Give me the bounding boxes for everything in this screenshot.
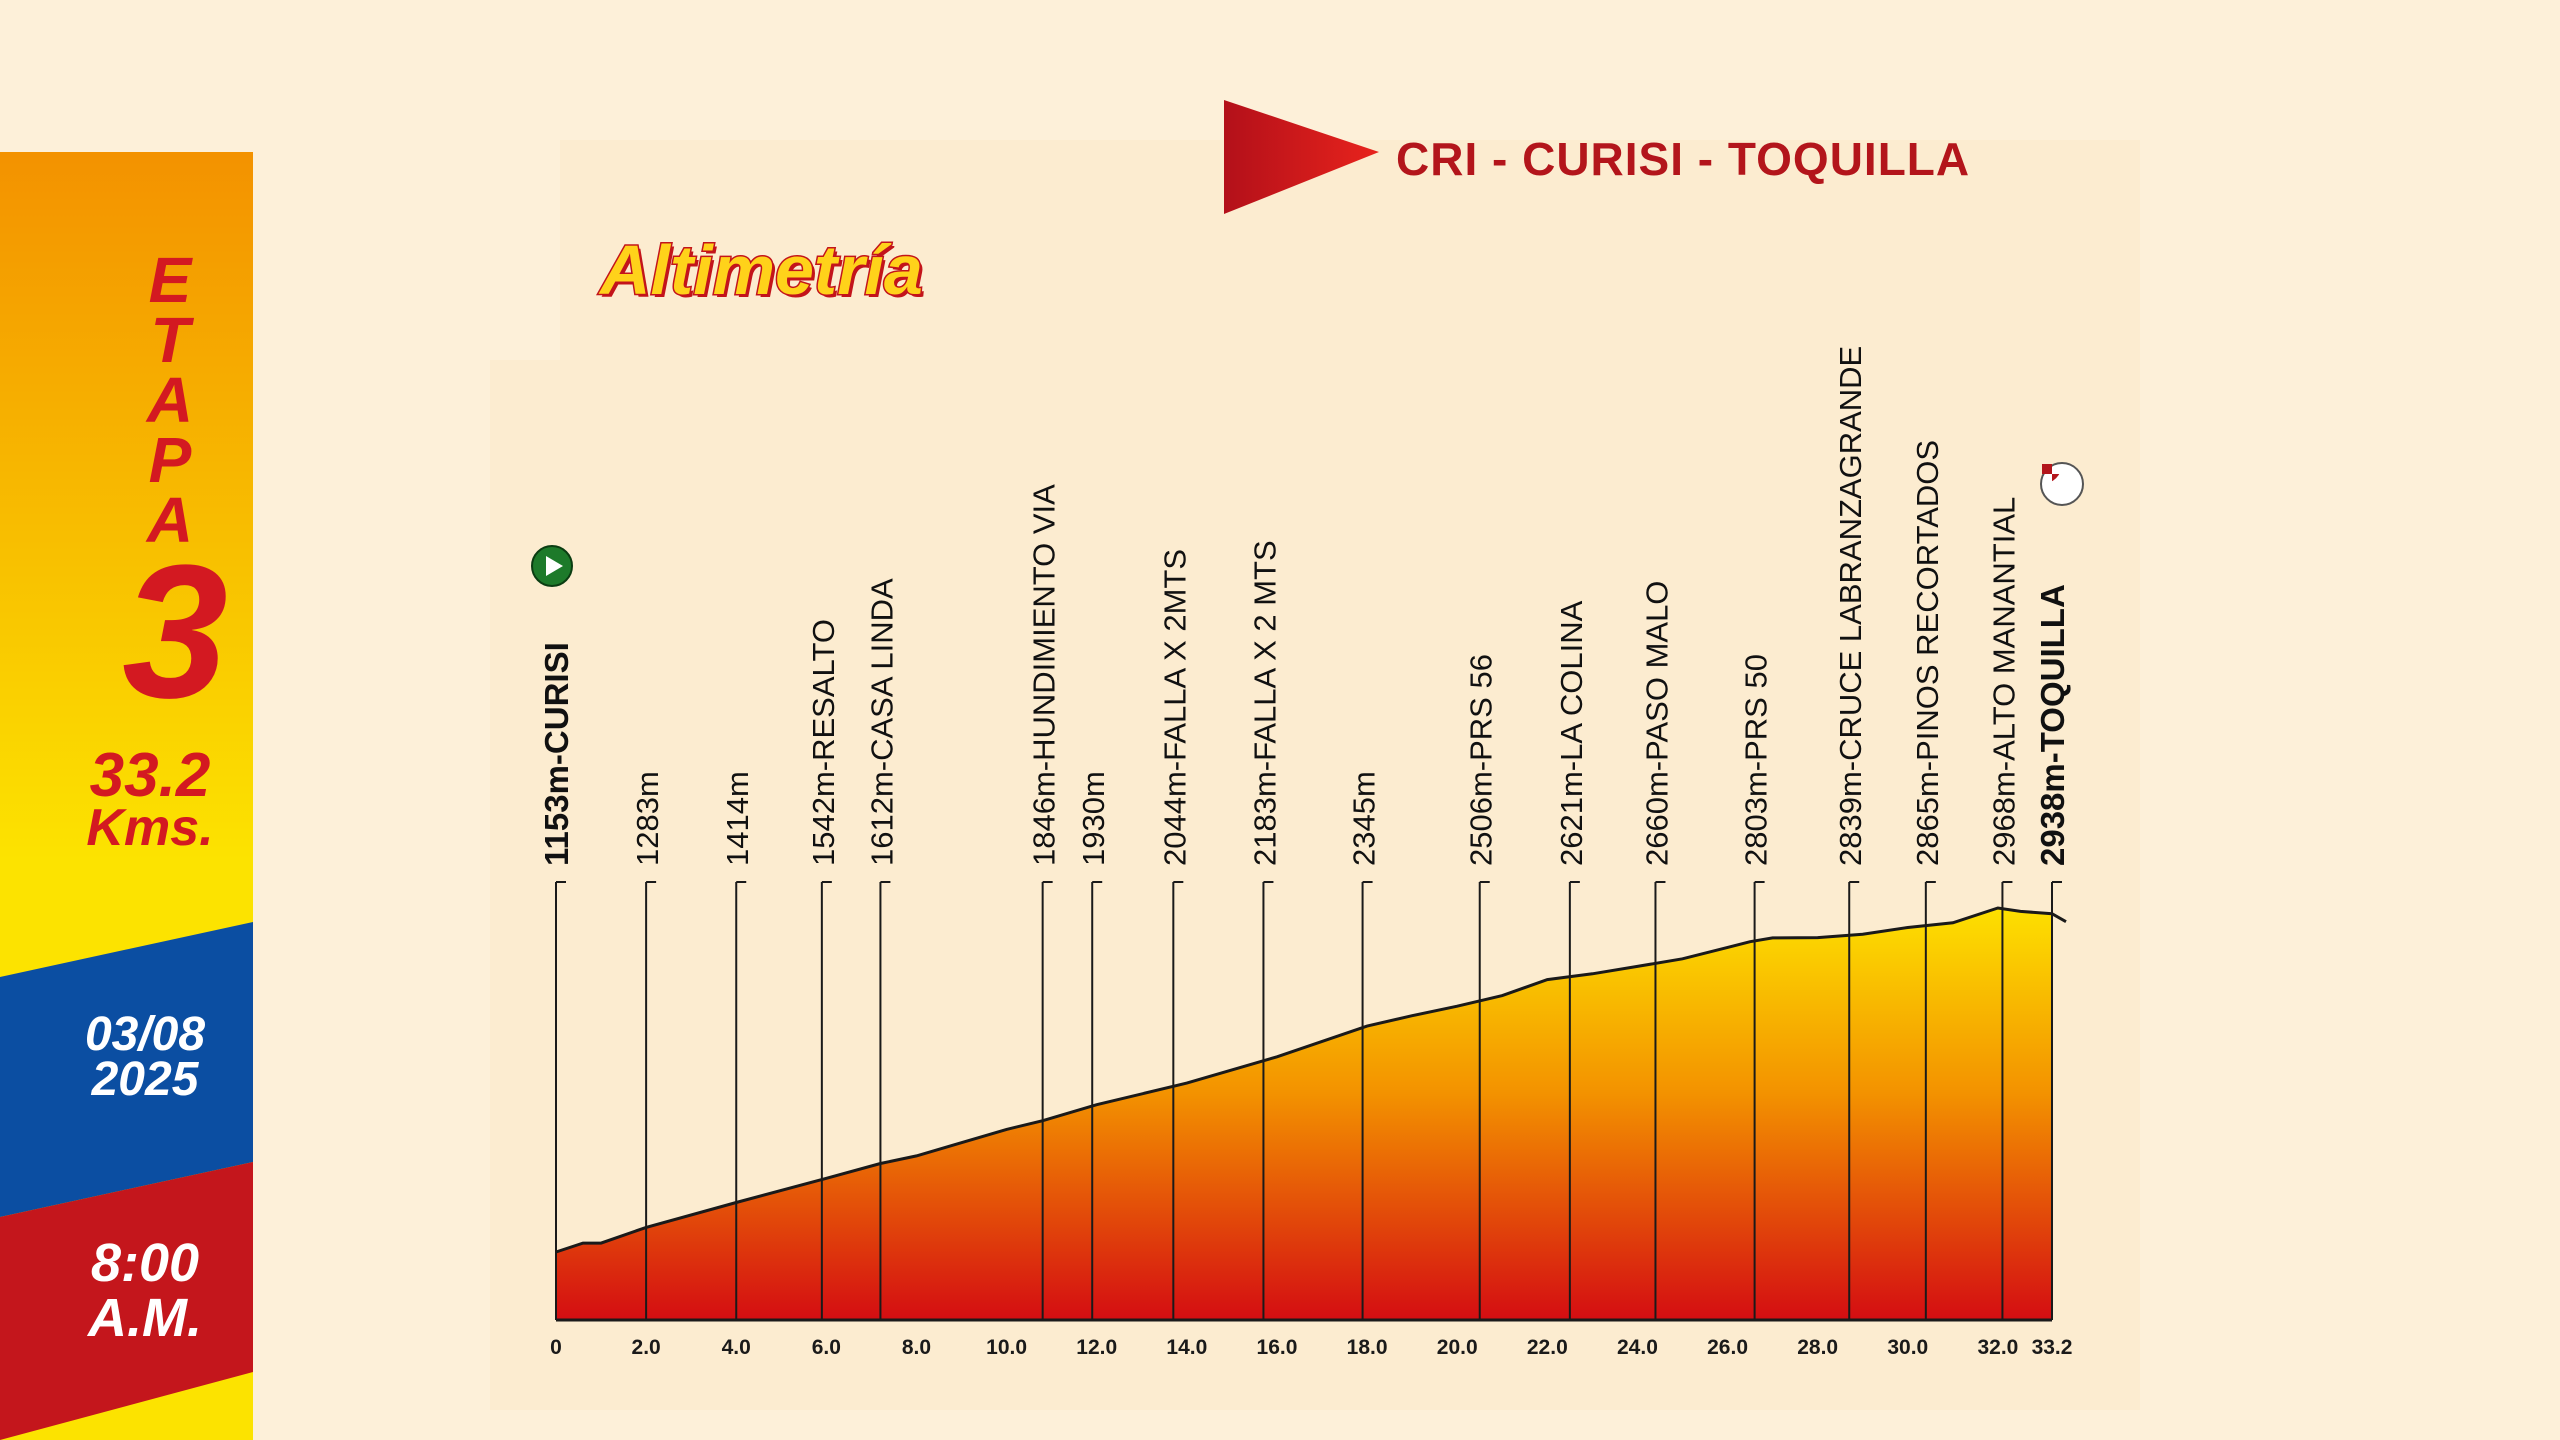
pennant-flag-icon (1224, 100, 1379, 214)
waypoint-label: 1612m-CASA LINDA (864, 578, 899, 866)
x-axis-group: 0 2.0 4.0 6.0 8.0 10.0 12.0 14.0 16.0 18.0 20.0 22.… (550, 1336, 2072, 1359)
waypoint: 1283m (630, 771, 665, 1320)
x-tick-label: 26.0 (1707, 1336, 1748, 1359)
x-tick-label: 2.0 (632, 1336, 661, 1359)
elevation-area (556, 908, 2052, 1320)
x-tick-label: 32.0 (1977, 1336, 2018, 1359)
x-tick-label: 24.0 (1617, 1336, 1658, 1359)
etapa-label: E T A P A (146, 244, 194, 556)
waypoint-label: 2839m-CRUCE LABRANZAGRANDE (1833, 346, 1868, 866)
waypoint: 2968m-ALTO MANANTIAL (1986, 497, 2021, 1320)
x-tick-label: 20.0 (1437, 1336, 1478, 1359)
stage-header: CRI - CURISI - TOQUILLA (1224, 100, 2124, 214)
waypoint-label: 2660m-PASO MALO (1639, 581, 1674, 866)
x-tick-label: 0 (550, 1336, 562, 1359)
section-title: Altimetría (599, 230, 925, 311)
waypoint-label: 2183m-FALLA X 2 MTS (1247, 540, 1282, 866)
x-tick-label: 33.2 (2032, 1336, 2073, 1359)
waypoint: 2839m-CRUCE LABRANZAGRANDE (1833, 346, 1868, 1320)
waypoint-label: 1414m (720, 771, 755, 866)
waypoint-group: 1153m-CURISI 1283m 1414m 1542m-RESALTO 1612m… (538, 346, 2071, 1320)
waypoint: 1542m-RESALTO (806, 619, 841, 1320)
start-time: 8:00 (90, 1233, 200, 1293)
waypoint-label: 1930m (1076, 771, 1111, 866)
waypoint: 1153m-CURISI (538, 642, 575, 1320)
waypoint: 1612m-CASA LINDA (864, 578, 899, 1320)
start-time-period: A.M. (88, 1288, 202, 1348)
waypoint: 1846m-HUNDIMIENTO VIA (1027, 484, 1062, 1320)
waypoint: 1414m (720, 771, 755, 1320)
waypoint-label: 2865m-PINOS RECORTADOS (1910, 440, 1945, 866)
waypoint: 2660m-PASO MALO (1639, 581, 1674, 1320)
x-tick-label: 28.0 (1797, 1336, 1838, 1359)
profile-area-group (555, 906, 2067, 1322)
waypoint-label: 1542m-RESALTO (806, 619, 841, 866)
distance-unit: Kms. (86, 799, 214, 857)
waypoint-label: 2044m-FALLA X 2MTS (1157, 549, 1192, 866)
stage-info-sidebar: E T A P A 3 33.2 Kms. 03/08 2025 8:00 A.… (0, 152, 253, 1440)
stage-title: CRI - CURISI - TOQUILLA (1396, 133, 1971, 185)
x-tick-label: 6.0 (812, 1336, 841, 1359)
header-panel (560, 140, 2140, 360)
date-day-month: 03/08 (84, 1008, 206, 1061)
waypoint: 2621m-LA COLINA (1554, 600, 1589, 1320)
waypoint: 2938m-TOQUILLA (2034, 584, 2071, 1320)
finish-flag-icon (2040, 462, 2084, 506)
waypoint-label: 1846m-HUNDIMIENTO VIA (1027, 484, 1062, 866)
waypoint: 2345m (1347, 771, 1382, 1320)
waypoint-label: 2803m-PRS 50 (1739, 654, 1774, 866)
x-tick-label: 10.0 (986, 1336, 1027, 1359)
x-tick-label: 22.0 (1527, 1336, 1568, 1359)
waypoint-label: 2621m-LA COLINA (1554, 600, 1589, 866)
waypoint-label: 1283m (630, 771, 665, 866)
waypoint-label: 2968m-ALTO MANANTIAL (1986, 497, 2021, 866)
distance-value: 33.2 (89, 741, 211, 810)
waypoint: 2506m-PRS 56 (1464, 654, 1499, 1320)
waypoint: 1930m (1076, 771, 1111, 1320)
x-tick-label: 14.0 (1166, 1336, 1207, 1359)
x-tick-label: 30.0 (1887, 1336, 1928, 1359)
waypoint-label: 2345m (1347, 771, 1382, 866)
x-tick-label: 18.0 (1347, 1336, 1388, 1359)
x-tick-label: 4.0 (722, 1336, 751, 1359)
date-year: 2025 (91, 1053, 199, 1106)
x-tick-label: 16.0 (1257, 1336, 1298, 1359)
x-tick-label: 12.0 (1076, 1336, 1117, 1359)
sidebar-background (0, 152, 253, 1440)
stage-number: 3 (122, 526, 228, 738)
waypoint-label: 1153m-CURISI (538, 642, 575, 866)
waypoint: 2183m-FALLA X 2 MTS (1247, 540, 1282, 1320)
waypoint: 2044m-FALLA X 2MTS (1157, 549, 1192, 1320)
waypoint: 2803m-PRS 50 (1739, 654, 1774, 1320)
start-marker-icon (531, 545, 573, 587)
waypoint-label: 2938m-TOQUILLA (2034, 584, 2071, 866)
waypoint-label: 2506m-PRS 56 (1464, 654, 1499, 866)
waypoint: 2865m-PINOS RECORTADOS (1910, 440, 1945, 1320)
x-tick-label: 8.0 (902, 1336, 931, 1359)
